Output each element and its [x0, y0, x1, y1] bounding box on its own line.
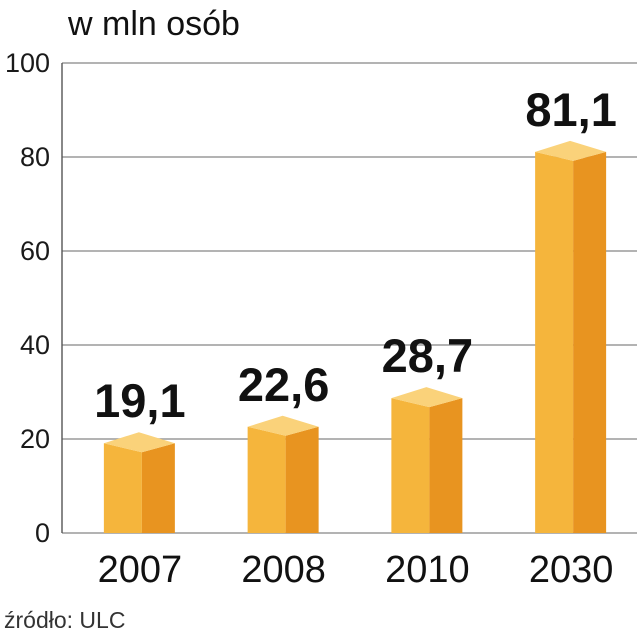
bar-top-face: [391, 387, 463, 408]
x-axis-categories: 2007 2008 2010 2030: [98, 549, 614, 591]
bar-side-face: [285, 426, 319, 533]
bar: [391, 387, 463, 533]
bar: [247, 415, 319, 533]
y-axis-ticks: 0 20 40 60 80 100: [5, 48, 50, 548]
source-note: źródło: ULC: [4, 607, 125, 633]
value-label: 22,6: [238, 358, 329, 411]
value-labels: 19,1 22,6 28,7 81,1: [94, 83, 617, 427]
x-category-label: 2010: [385, 549, 470, 591]
y-tick-label: 20: [20, 424, 50, 454]
unit-label: w mln osób: [67, 5, 240, 43]
bars: [103, 140, 607, 533]
y-tick-label: 80: [20, 142, 50, 172]
bar-top-face: [247, 415, 319, 436]
value-label: 81,1: [525, 83, 616, 136]
bar-front-face: [247, 426, 286, 533]
bar-front-face: [391, 398, 430, 533]
bar-side-face: [573, 151, 607, 533]
x-category-label: 2008: [241, 549, 326, 591]
bar: [103, 432, 175, 533]
bar-top-face: [103, 432, 175, 453]
x-category-label: 2007: [98, 549, 183, 591]
bar-front-face: [535, 151, 574, 533]
y-tick-label: 60: [20, 236, 50, 266]
y-tick-label: 0: [35, 518, 50, 548]
x-category-label: 2030: [529, 549, 614, 591]
y-tick-label: 40: [20, 330, 50, 360]
y-tick-label: 100: [5, 48, 50, 78]
bar-side-face: [141, 443, 175, 533]
bar: [535, 140, 607, 533]
bar-side-face: [429, 398, 463, 533]
value-label: 28,7: [382, 329, 473, 382]
bar-front-face: [103, 443, 142, 533]
value-label: 19,1: [94, 374, 185, 427]
bar-top-face: [535, 140, 607, 161]
